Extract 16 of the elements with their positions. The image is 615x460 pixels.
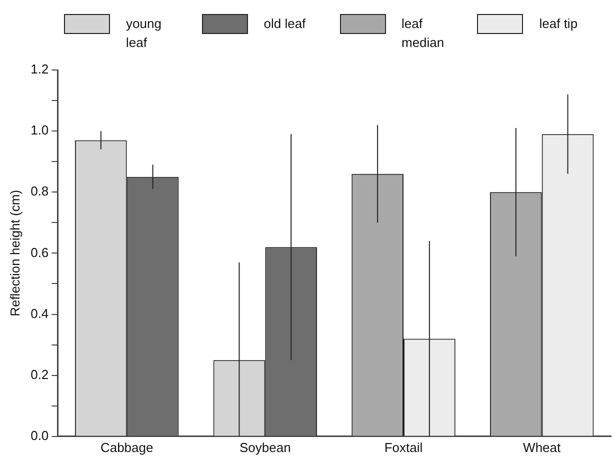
y-tick-label: 1.2 [30,62,49,77]
y-tick-label: 0.8 [30,184,49,199]
legend-label: leaf median [402,15,446,52]
legend-label: old leaf [264,15,307,33]
y-tick-label: 0.6 [30,244,49,260]
y-axis-title: Reflection height (cm) [7,190,22,316]
y-tick-label: 1.0 [30,122,49,138]
y-tick-label: 0.4 [30,306,49,321]
legend-label: young leaf [126,15,162,52]
legend-label: leaf tip [539,15,579,33]
x-tick-label: Foxtail [384,440,423,455]
y-tick-label: 0.0 [30,428,49,443]
y-tick-label: 0.2 [30,366,49,382]
x-tick-label: Cabbage [100,440,154,455]
x-tick-label: Soybean [240,440,291,455]
x-tick-label: Wheat [523,440,562,455]
